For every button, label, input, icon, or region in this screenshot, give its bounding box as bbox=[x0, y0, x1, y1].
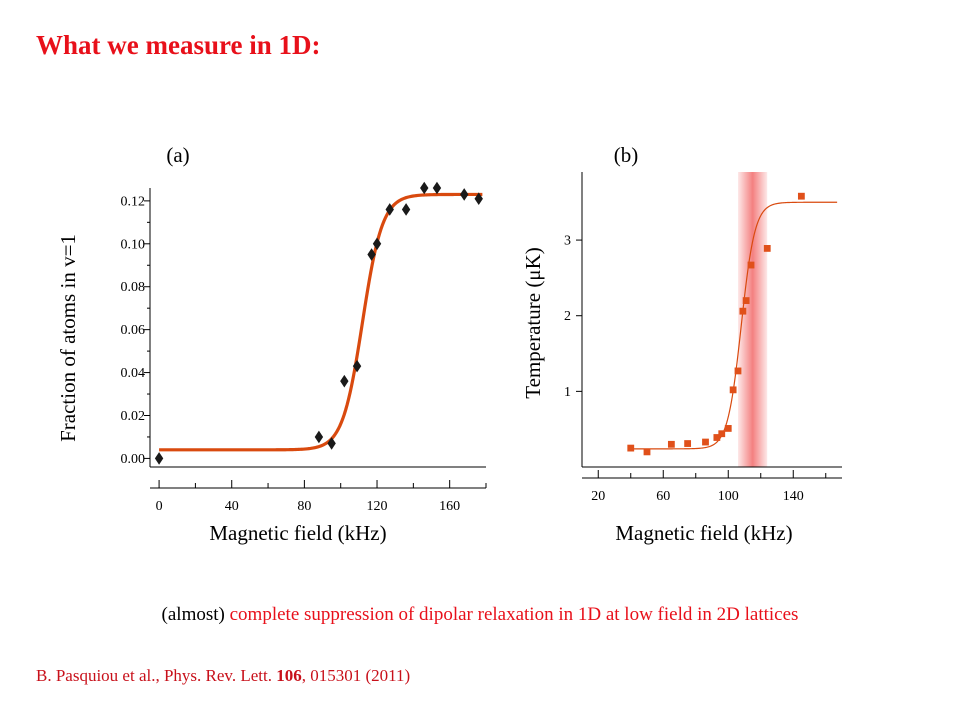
data-point bbox=[352, 359, 362, 373]
data-point bbox=[474, 192, 483, 206]
data-point bbox=[314, 430, 324, 444]
panel-label: (a) bbox=[166, 143, 189, 167]
data-point bbox=[667, 440, 675, 448]
data-point bbox=[718, 430, 726, 438]
data-point bbox=[739, 307, 747, 315]
data-point bbox=[747, 261, 755, 269]
y-tick-label: 1 bbox=[564, 385, 571, 400]
fit-curve bbox=[159, 192, 483, 452]
x-tick-label: 0 bbox=[156, 499, 163, 514]
y-tick-label: 3 bbox=[564, 234, 571, 249]
reference-authors-journal: B. Pasquiou et al., Phys. Rev. Lett. bbox=[36, 666, 277, 685]
x-tick-label: 160 bbox=[439, 499, 460, 514]
x-tick-label: 20 bbox=[591, 489, 605, 504]
x-tick-label: 40 bbox=[225, 499, 239, 514]
data-point bbox=[385, 203, 394, 216]
y-tick-label: 0.06 bbox=[121, 323, 146, 338]
y-tick-label: 0.00 bbox=[121, 452, 146, 467]
data-point bbox=[713, 434, 721, 441]
data-point bbox=[734, 367, 742, 375]
data-point bbox=[420, 181, 429, 195]
caption: (almost) complete suppression of dipolar… bbox=[0, 604, 960, 626]
x-axis-label: Magnetic field (kHz) bbox=[209, 521, 386, 545]
x-axis-label: Magnetic field (kHz) bbox=[615, 521, 792, 545]
data-point bbox=[702, 438, 709, 446]
x-tick-label: 60 bbox=[656, 489, 670, 504]
data-point bbox=[154, 452, 164, 465]
x-tick-label: 120 bbox=[367, 499, 388, 514]
data-point bbox=[460, 188, 469, 201]
data-point bbox=[684, 440, 692, 447]
data-point bbox=[340, 374, 349, 388]
data-point bbox=[372, 237, 382, 251]
data-point bbox=[643, 448, 651, 456]
y-tick-label: 0.12 bbox=[121, 194, 146, 209]
data-point bbox=[327, 437, 336, 450]
reference-citation: B. Pasquiou et al., Phys. Rev. Lett. 106… bbox=[36, 666, 410, 686]
caption-highlight: complete suppression of dipolar relaxati… bbox=[229, 604, 799, 625]
data-point bbox=[729, 386, 737, 394]
data-point bbox=[742, 297, 750, 304]
x-tick-label: 80 bbox=[297, 499, 311, 514]
y-tick-label: 0.04 bbox=[121, 366, 146, 381]
y-tick-label: 2 bbox=[564, 309, 571, 324]
caption-prefix: (almost) bbox=[161, 604, 230, 625]
reference-volume: 106 bbox=[276, 666, 302, 685]
y-tick-label: 0.08 bbox=[121, 280, 146, 295]
panel-label: (b) bbox=[614, 143, 639, 167]
y-tick-label: 0.10 bbox=[121, 237, 146, 252]
x-tick-label: 100 bbox=[718, 489, 739, 504]
y-axis-label: Temperature (μK) bbox=[521, 247, 545, 398]
data-point bbox=[763, 244, 771, 252]
data-point bbox=[367, 248, 376, 261]
data-point bbox=[724, 425, 732, 432]
data-point bbox=[401, 203, 411, 216]
slide-title: What we measure in 1D: bbox=[36, 30, 321, 60]
x-tick-label: 140 bbox=[783, 489, 804, 504]
y-axis-label: Fraction of atoms in v=1 bbox=[56, 234, 80, 442]
y-tick-label: 0.02 bbox=[121, 409, 146, 424]
data-point bbox=[432, 181, 442, 195]
fit-curve bbox=[627, 201, 838, 450]
resonance-band bbox=[738, 172, 768, 467]
data-point bbox=[797, 192, 805, 200]
reference-pages-year: , 015301 (2011) bbox=[301, 666, 411, 685]
data-point bbox=[627, 444, 635, 452]
